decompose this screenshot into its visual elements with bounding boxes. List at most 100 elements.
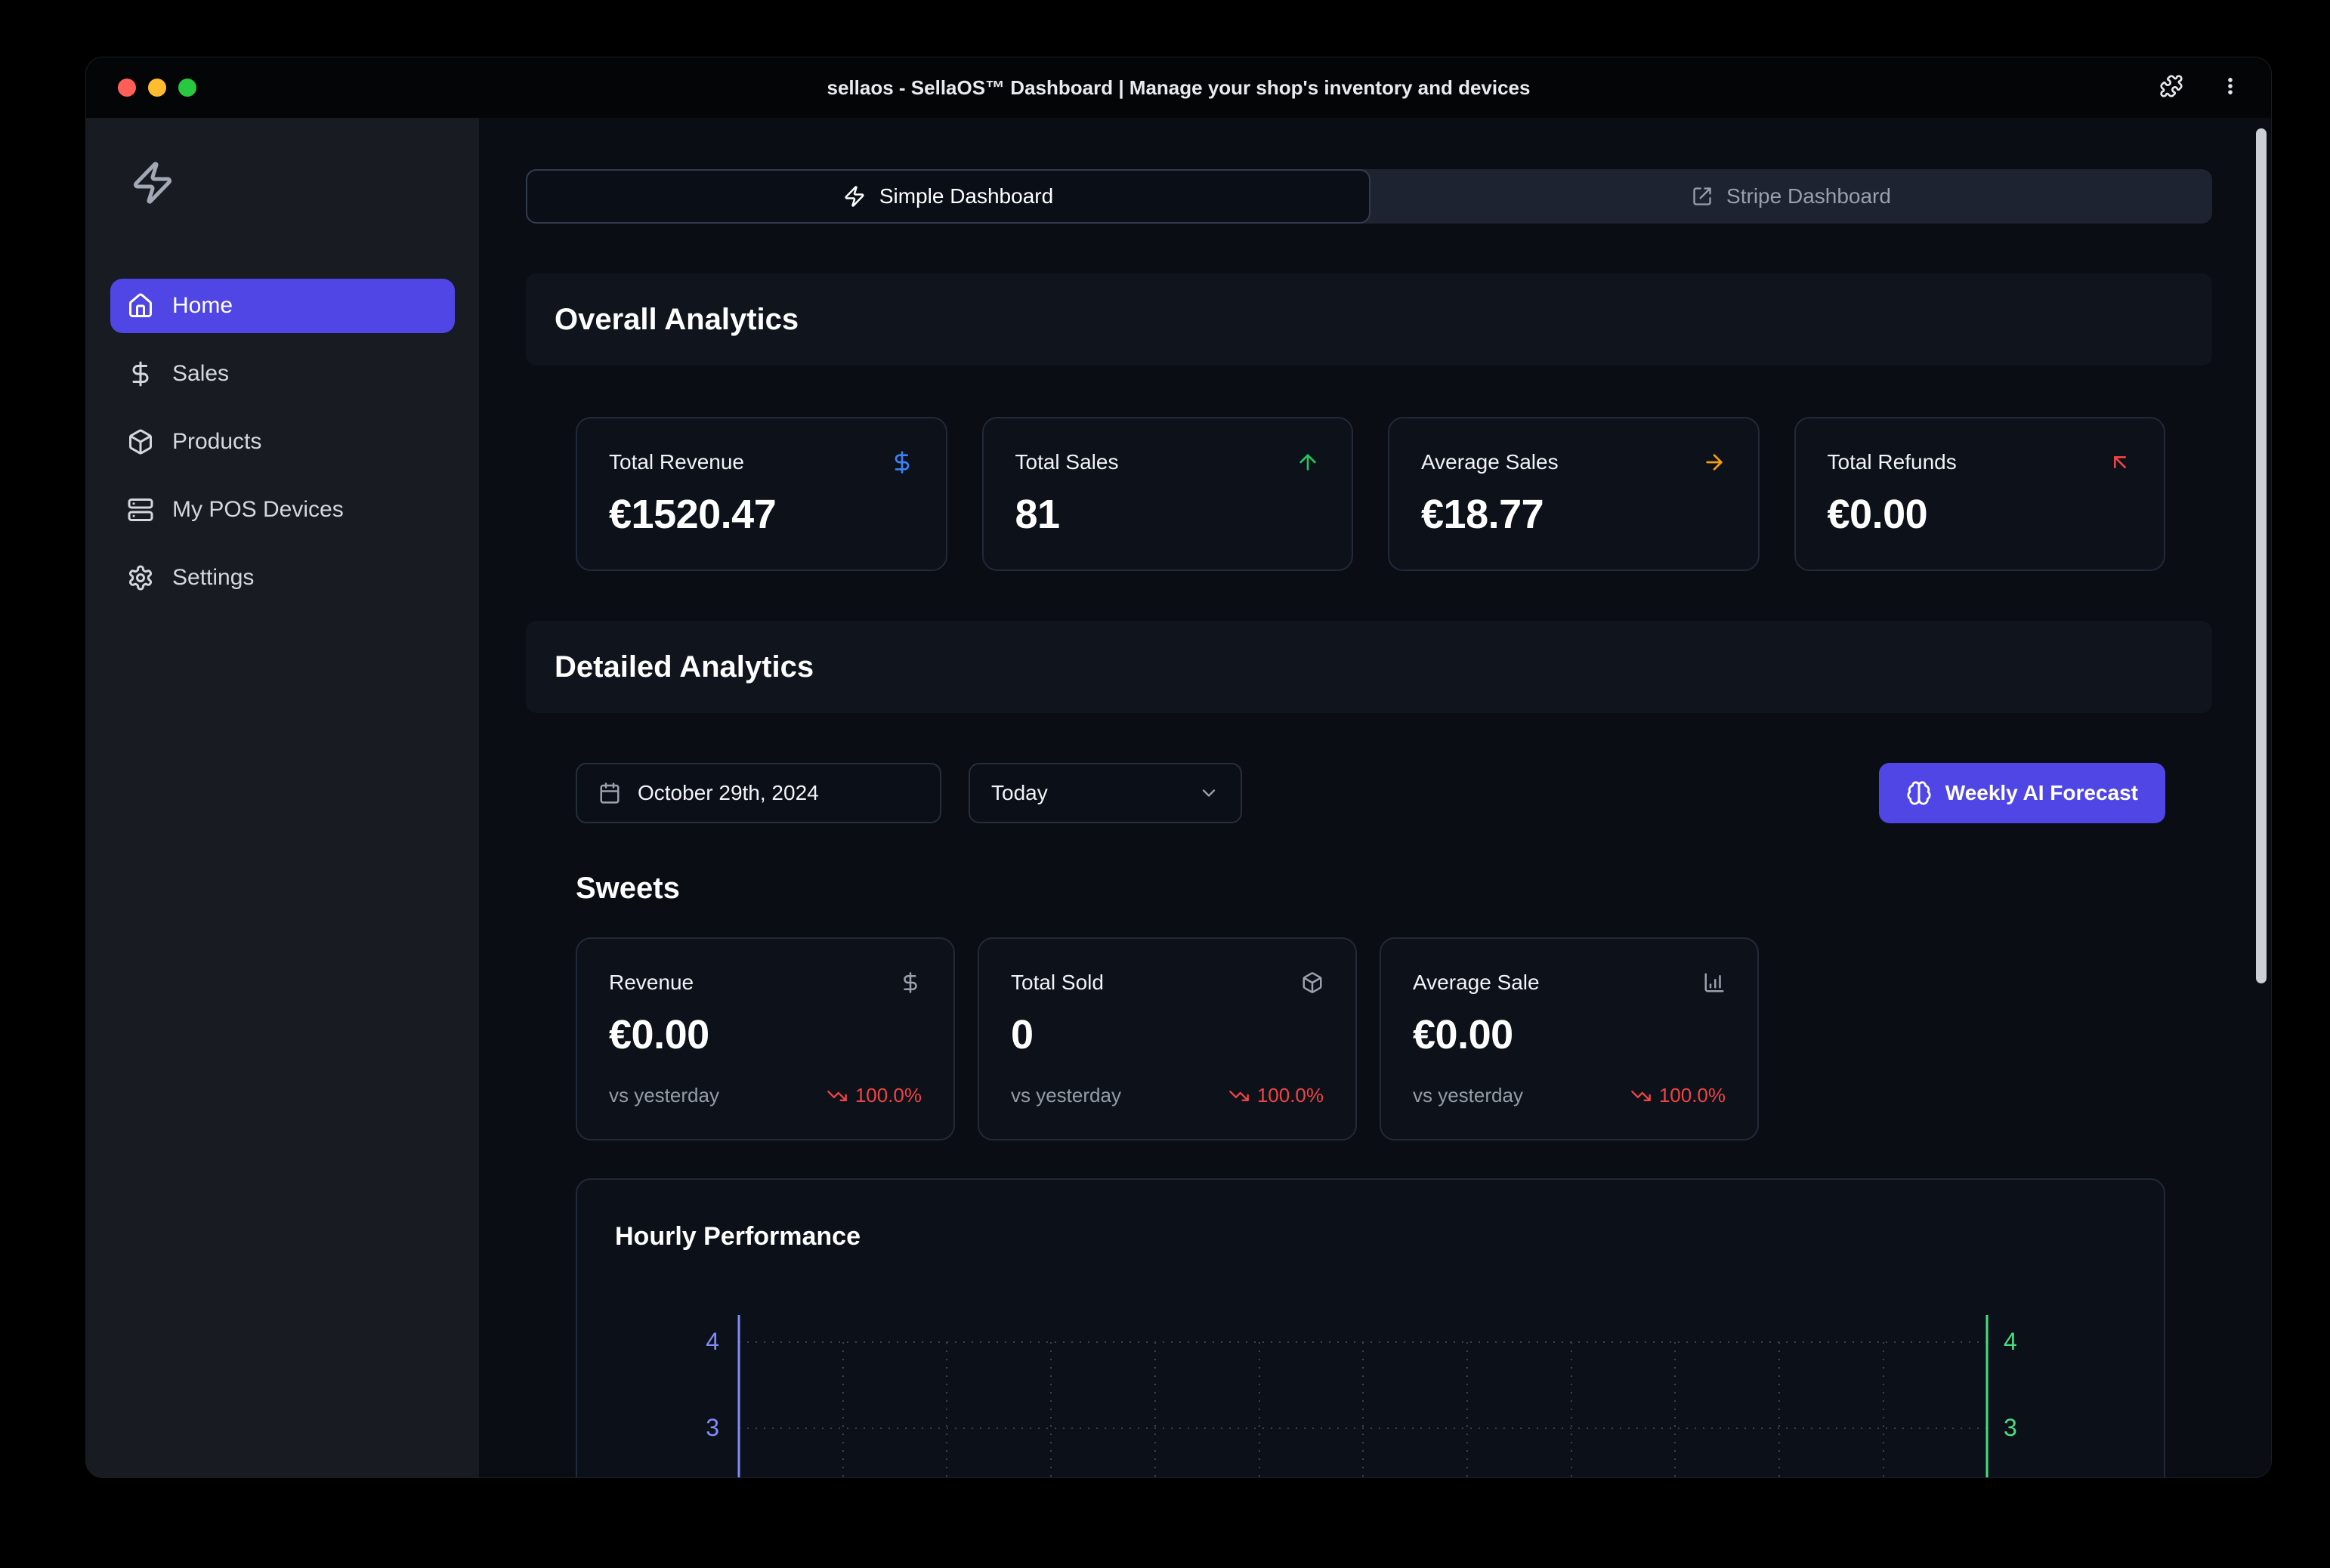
hourly-performance-card: Hourly Performance: [576, 1178, 2165, 1477]
y-axis-right-tick: 4: [2004, 1328, 2017, 1355]
stat-card-average-sales: Average Sales €18.77: [1388, 417, 1760, 571]
stat-label: Total Sales: [1015, 450, 1119, 474]
stat-card-total-revenue: Total Revenue €1520.47: [576, 417, 947, 571]
arrow-right-icon: [1705, 454, 1723, 471]
delta-value: 100.0%: [854, 1084, 922, 1107]
stat-label: Total Sold: [1011, 971, 1104, 994]
extensions-puzzle-icon[interactable]: [2159, 74, 2183, 102]
range-select[interactable]: Today: [969, 763, 1242, 823]
y-axis-right-tick: 3: [2004, 1414, 2017, 1441]
arrow-up-icon: [1299, 454, 1316, 471]
close-window-button[interactable]: [118, 79, 136, 97]
stat-value: €18.77: [1421, 492, 1544, 537]
tab-label: Simple Dashboard: [879, 184, 1054, 208]
hourly-performance-chart: 4 3 4 3: [615, 1300, 2126, 1477]
overall-stat-cards: Total Revenue €1520.47 Total Sales 81: [576, 417, 2165, 571]
trending-down-icon: [1630, 1090, 1651, 1101]
group-title-sweets: Sweets: [576, 872, 680, 905]
stat-value: €1520.47: [609, 492, 777, 537]
section-title: Detailed Analytics: [555, 650, 814, 684]
scrollbar-thumb[interactable]: [2256, 128, 2267, 983]
chevron-down-icon: [1202, 789, 1216, 797]
maximize-window-button[interactable]: [178, 79, 196, 97]
window-title: sellaos - SellaOS™ Dashboard | Manage yo…: [827, 76, 1531, 99]
sidebar: Home Sales Products My POS Devices Setti…: [86, 118, 479, 1477]
detailed-analytics-header: Detailed Analytics: [526, 621, 2212, 713]
sweets-stat-cards: Revenue €0.00 vs yesterday 100.0%: [576, 937, 2165, 1141]
delta-value: 100.0%: [1658, 1084, 1726, 1107]
sidebar-item-sales[interactable]: Sales: [110, 347, 455, 401]
delta-value: 100.0%: [1256, 1084, 1324, 1107]
stat-value: €0.00: [1413, 1012, 1513, 1057]
gear-icon: [129, 565, 152, 591]
dollar-icon: [904, 972, 917, 993]
browser-menu-icon[interactable]: [2220, 76, 2241, 100]
section-title: Overall Analytics: [555, 302, 799, 336]
main-content: Simple Dashboard Stripe Dashboard Overal…: [479, 118, 2271, 1477]
trending-down-icon: [1228, 1090, 1249, 1101]
minimize-window-button[interactable]: [148, 79, 166, 97]
chart-title: Hourly Performance: [615, 1222, 861, 1251]
weekly-ai-forecast-button[interactable]: Weekly AI Forecast: [1878, 763, 2165, 823]
pos-device-icon: [128, 498, 153, 521]
trending-down-icon: [827, 1090, 847, 1101]
stat-label: Average Sale: [1413, 971, 1540, 994]
stat-label: Revenue: [609, 971, 694, 994]
stat-label: Average Sales: [1421, 450, 1559, 474]
stat-value: €0.00: [609, 1012, 709, 1057]
date-picker-value: October 29th, 2024: [638, 781, 819, 804]
home-icon: [129, 293, 152, 317]
bar-chart-icon: [1704, 973, 1724, 992]
compare-label: vs yesterday: [609, 1084, 719, 1107]
stat-value: 0: [1011, 1012, 1034, 1057]
detailed-controls: October 29th, 2024 Today Weekly AI Forec…: [576, 763, 2165, 823]
sidebar-nav: Home Sales Products My POS Devices Setti…: [110, 279, 455, 605]
package-icon: [129, 429, 152, 455]
stat-value: 81: [1015, 492, 1061, 537]
stat-card-average-sale: Average Sale €0.00 vs yesterday 100.0%: [1380, 937, 1759, 1141]
stat-label: Total Revenue: [609, 450, 745, 474]
sidebar-item-label: Products: [172, 429, 262, 454]
tab-label: Stripe Dashboard: [1726, 184, 1891, 208]
stat-card-revenue: Revenue €0.00 vs yesterday 100.0%: [576, 937, 955, 1141]
bolt-icon: [845, 186, 864, 207]
overall-analytics-header: Overall Analytics: [526, 273, 2212, 366]
calendar-icon: [600, 782, 620, 804]
sidebar-item-pos-devices[interactable]: My POS Devices: [110, 483, 455, 537]
sidebar-item-products[interactable]: Products: [110, 415, 455, 469]
traffic-lights: [118, 79, 196, 97]
sidebar-item-label: Settings: [172, 565, 255, 590]
app-window: sellaos - SellaOS™ Dashboard | Manage yo…: [86, 57, 2271, 1477]
y-axis-left-tick: 3: [706, 1414, 719, 1441]
compare-label: vs yesterday: [1413, 1084, 1523, 1107]
dollar-icon: [895, 451, 909, 474]
app-logo-bolt-icon: [130, 160, 455, 209]
range-select-value: Today: [991, 781, 1048, 804]
external-link-icon: [1693, 187, 1711, 205]
date-picker[interactable]: October 29th, 2024: [576, 763, 941, 823]
stat-value: €0.00: [1827, 492, 1928, 537]
delta-badge: 100.0%: [1630, 1084, 1726, 1107]
delta-badge: 100.0%: [1228, 1084, 1324, 1107]
dollar-icon: [132, 361, 149, 387]
sidebar-item-label: My POS Devices: [172, 497, 344, 522]
stat-card-total-refunds: Total Refunds €0.00: [1794, 417, 2165, 571]
y-axis-left-tick: 4: [706, 1328, 719, 1355]
button-label: Weekly AI Forecast: [1945, 781, 2138, 804]
package-icon: [1303, 972, 1322, 993]
stat-label: Total Refunds: [1827, 450, 1957, 474]
sidebar-item-label: Home: [172, 293, 233, 318]
brain-icon: [1907, 781, 1931, 805]
sidebar-item-settings[interactable]: Settings: [110, 551, 455, 605]
dashboard-toggle: Simple Dashboard Stripe Dashboard: [526, 169, 2212, 224]
stat-card-total-sold: Total Sold 0 vs yesterday 100.0%: [978, 937, 1357, 1141]
tab-stripe-dashboard[interactable]: Stripe Dashboard: [1370, 169, 2212, 224]
compare-label: vs yesterday: [1011, 1084, 1121, 1107]
delta-badge: 100.0%: [827, 1084, 922, 1107]
tab-simple-dashboard[interactable]: Simple Dashboard: [526, 169, 1370, 224]
stat-card-total-sales: Total Sales 81: [981, 417, 1353, 571]
arrow-up-left-icon: [2114, 456, 2126, 468]
sidebar-item-home[interactable]: Home: [110, 279, 455, 333]
sidebar-item-label: Sales: [172, 361, 230, 386]
window-titlebar: sellaos - SellaOS™ Dashboard | Manage yo…: [86, 57, 2271, 118]
